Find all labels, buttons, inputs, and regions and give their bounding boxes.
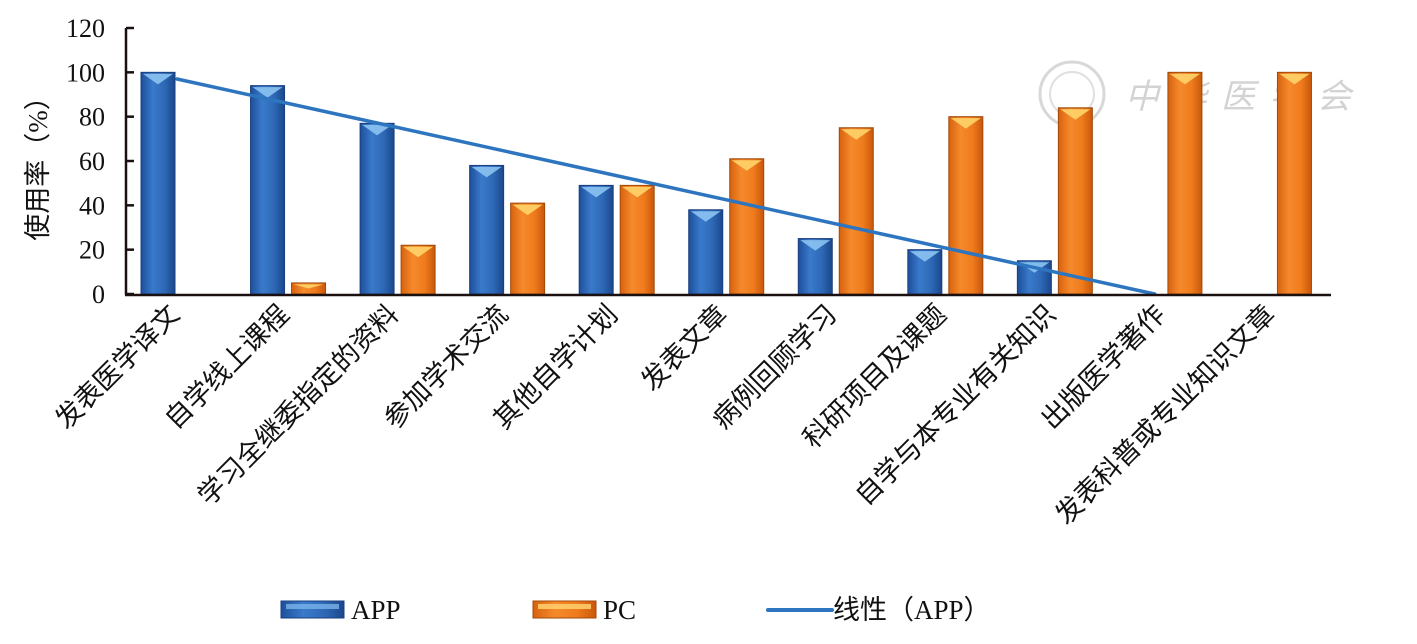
y-tick-label: 0 — [92, 280, 105, 309]
legend-item-trendline: 线性（APP） — [766, 595, 991, 625]
legend-label-pc: PC — [603, 595, 636, 625]
bar-pc — [1057, 107, 1093, 295]
bar-pc — [1276, 71, 1312, 295]
bar-app — [140, 71, 176, 295]
y-tick-label: 40 — [79, 191, 105, 220]
legend-swatch-app — [280, 600, 345, 619]
bar-pc — [400, 244, 436, 295]
bar-app — [907, 249, 943, 295]
x-category-label: 发表科普或专业知识文章 — [1049, 299, 1280, 530]
legend-label-trendline: 线性（APP） — [833, 595, 991, 625]
bar-app — [469, 164, 505, 295]
bar-pc — [729, 158, 765, 295]
trendline — [175, 77, 1157, 296]
y-tick-label: 60 — [79, 147, 105, 176]
x-category-label: 自学与本专业有关知识 — [849, 299, 1061, 511]
bar-pc — [291, 282, 327, 295]
bar-app — [359, 122, 395, 295]
x-category-label: 发表文章 — [635, 299, 733, 397]
bar-pc — [838, 127, 874, 295]
legend-swatch-pc — [532, 600, 597, 619]
bar-pc — [948, 116, 984, 295]
watermark-text: 中华医学会 — [1125, 79, 1365, 116]
y-tick-label: 120 — [66, 14, 105, 43]
legend-label-app: APP — [351, 595, 401, 625]
legend-item-pc: PC — [532, 595, 636, 625]
bar-app — [797, 238, 833, 295]
bar-app — [688, 209, 724, 295]
bar-pc — [510, 202, 546, 295]
y-tick-label: 20 — [79, 236, 105, 265]
legend: APP PC 线性（APP） — [280, 595, 991, 625]
y-tick-label: 100 — [66, 58, 105, 87]
bar-pc — [1167, 71, 1203, 295]
bar-pc — [619, 184, 655, 295]
y-tick-label: 80 — [79, 103, 105, 132]
legend-item-app: APP — [280, 595, 401, 625]
bar-app — [250, 85, 286, 295]
x-category-label: 学习全继委指定的资料 — [192, 299, 404, 511]
y-axis-title: 使用率（%） — [23, 83, 53, 241]
bar-app — [578, 184, 614, 295]
